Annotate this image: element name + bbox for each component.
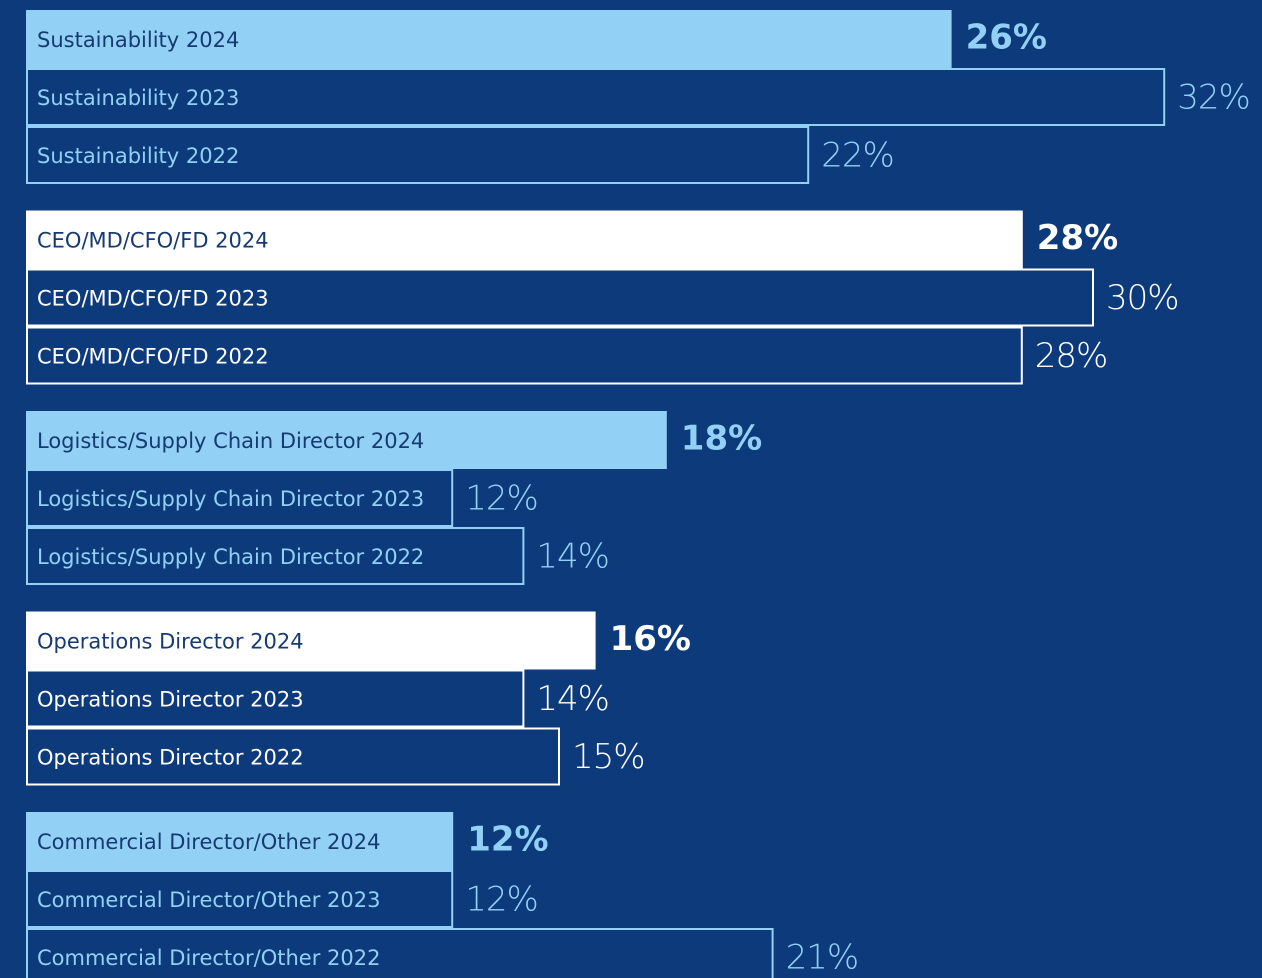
- bar-label: Logistics/Supply Chain Director 2024: [37, 429, 424, 453]
- bar: [26, 326, 1023, 385]
- value-label: 14%: [536, 537, 609, 577]
- bar: [26, 870, 454, 928]
- value-label: 26%: [966, 18, 1047, 58]
- bar-label: Sustainability 2024: [37, 28, 239, 52]
- bar: [26, 669, 525, 728]
- bar: [26, 928, 774, 978]
- value-label: 28%: [1037, 218, 1118, 258]
- bar-label: CEO/MD/CFO/FD 2024: [37, 229, 269, 253]
- bar-label: Sustainability 2022: [37, 144, 239, 168]
- bar: [26, 611, 596, 670]
- bar-label: Operations Director 2024: [37, 630, 304, 654]
- bar-label: Commercial Director/Other 2022: [37, 946, 380, 970]
- value-label: 16%: [610, 619, 691, 659]
- bar: [26, 469, 454, 527]
- value-label: 32%: [1177, 78, 1250, 118]
- bar-label: Commercial Director/Other 2024: [37, 830, 380, 854]
- bar: [26, 10, 952, 68]
- value-label: 30%: [1106, 278, 1179, 318]
- bar-label: CEO/MD/CFO/FD 2022: [37, 345, 269, 369]
- bar-label: Operations Director 2023: [37, 688, 304, 712]
- bar-label: Sustainability 2023: [37, 86, 239, 110]
- bar: [26, 268, 1094, 327]
- bar: [26, 812, 454, 870]
- value-label: 18%: [681, 419, 762, 459]
- bar-label: Logistics/Supply Chain Director 2022: [37, 545, 424, 569]
- value-label: 12%: [465, 880, 538, 920]
- value-label: 14%: [536, 679, 609, 719]
- bar: [26, 527, 525, 585]
- value-label: 28%: [1035, 336, 1108, 376]
- bar: [26, 210, 1023, 269]
- bar-label: Operations Director 2022: [37, 746, 304, 770]
- value-label: 22%: [821, 136, 894, 176]
- value-label: 15%: [572, 737, 645, 777]
- value-label: 12%: [467, 820, 548, 860]
- value-label: 12%: [465, 479, 538, 519]
- bar-label: CEO/MD/CFO/FD 2023: [37, 287, 269, 311]
- value-label: 21%: [786, 938, 859, 978]
- bar: [26, 68, 1166, 126]
- bar: [26, 727, 560, 786]
- bar-label: Logistics/Supply Chain Director 2023: [37, 487, 424, 511]
- bar: [26, 411, 667, 469]
- bar: [26, 126, 810, 184]
- bar-label: Commercial Director/Other 2023: [37, 888, 380, 912]
